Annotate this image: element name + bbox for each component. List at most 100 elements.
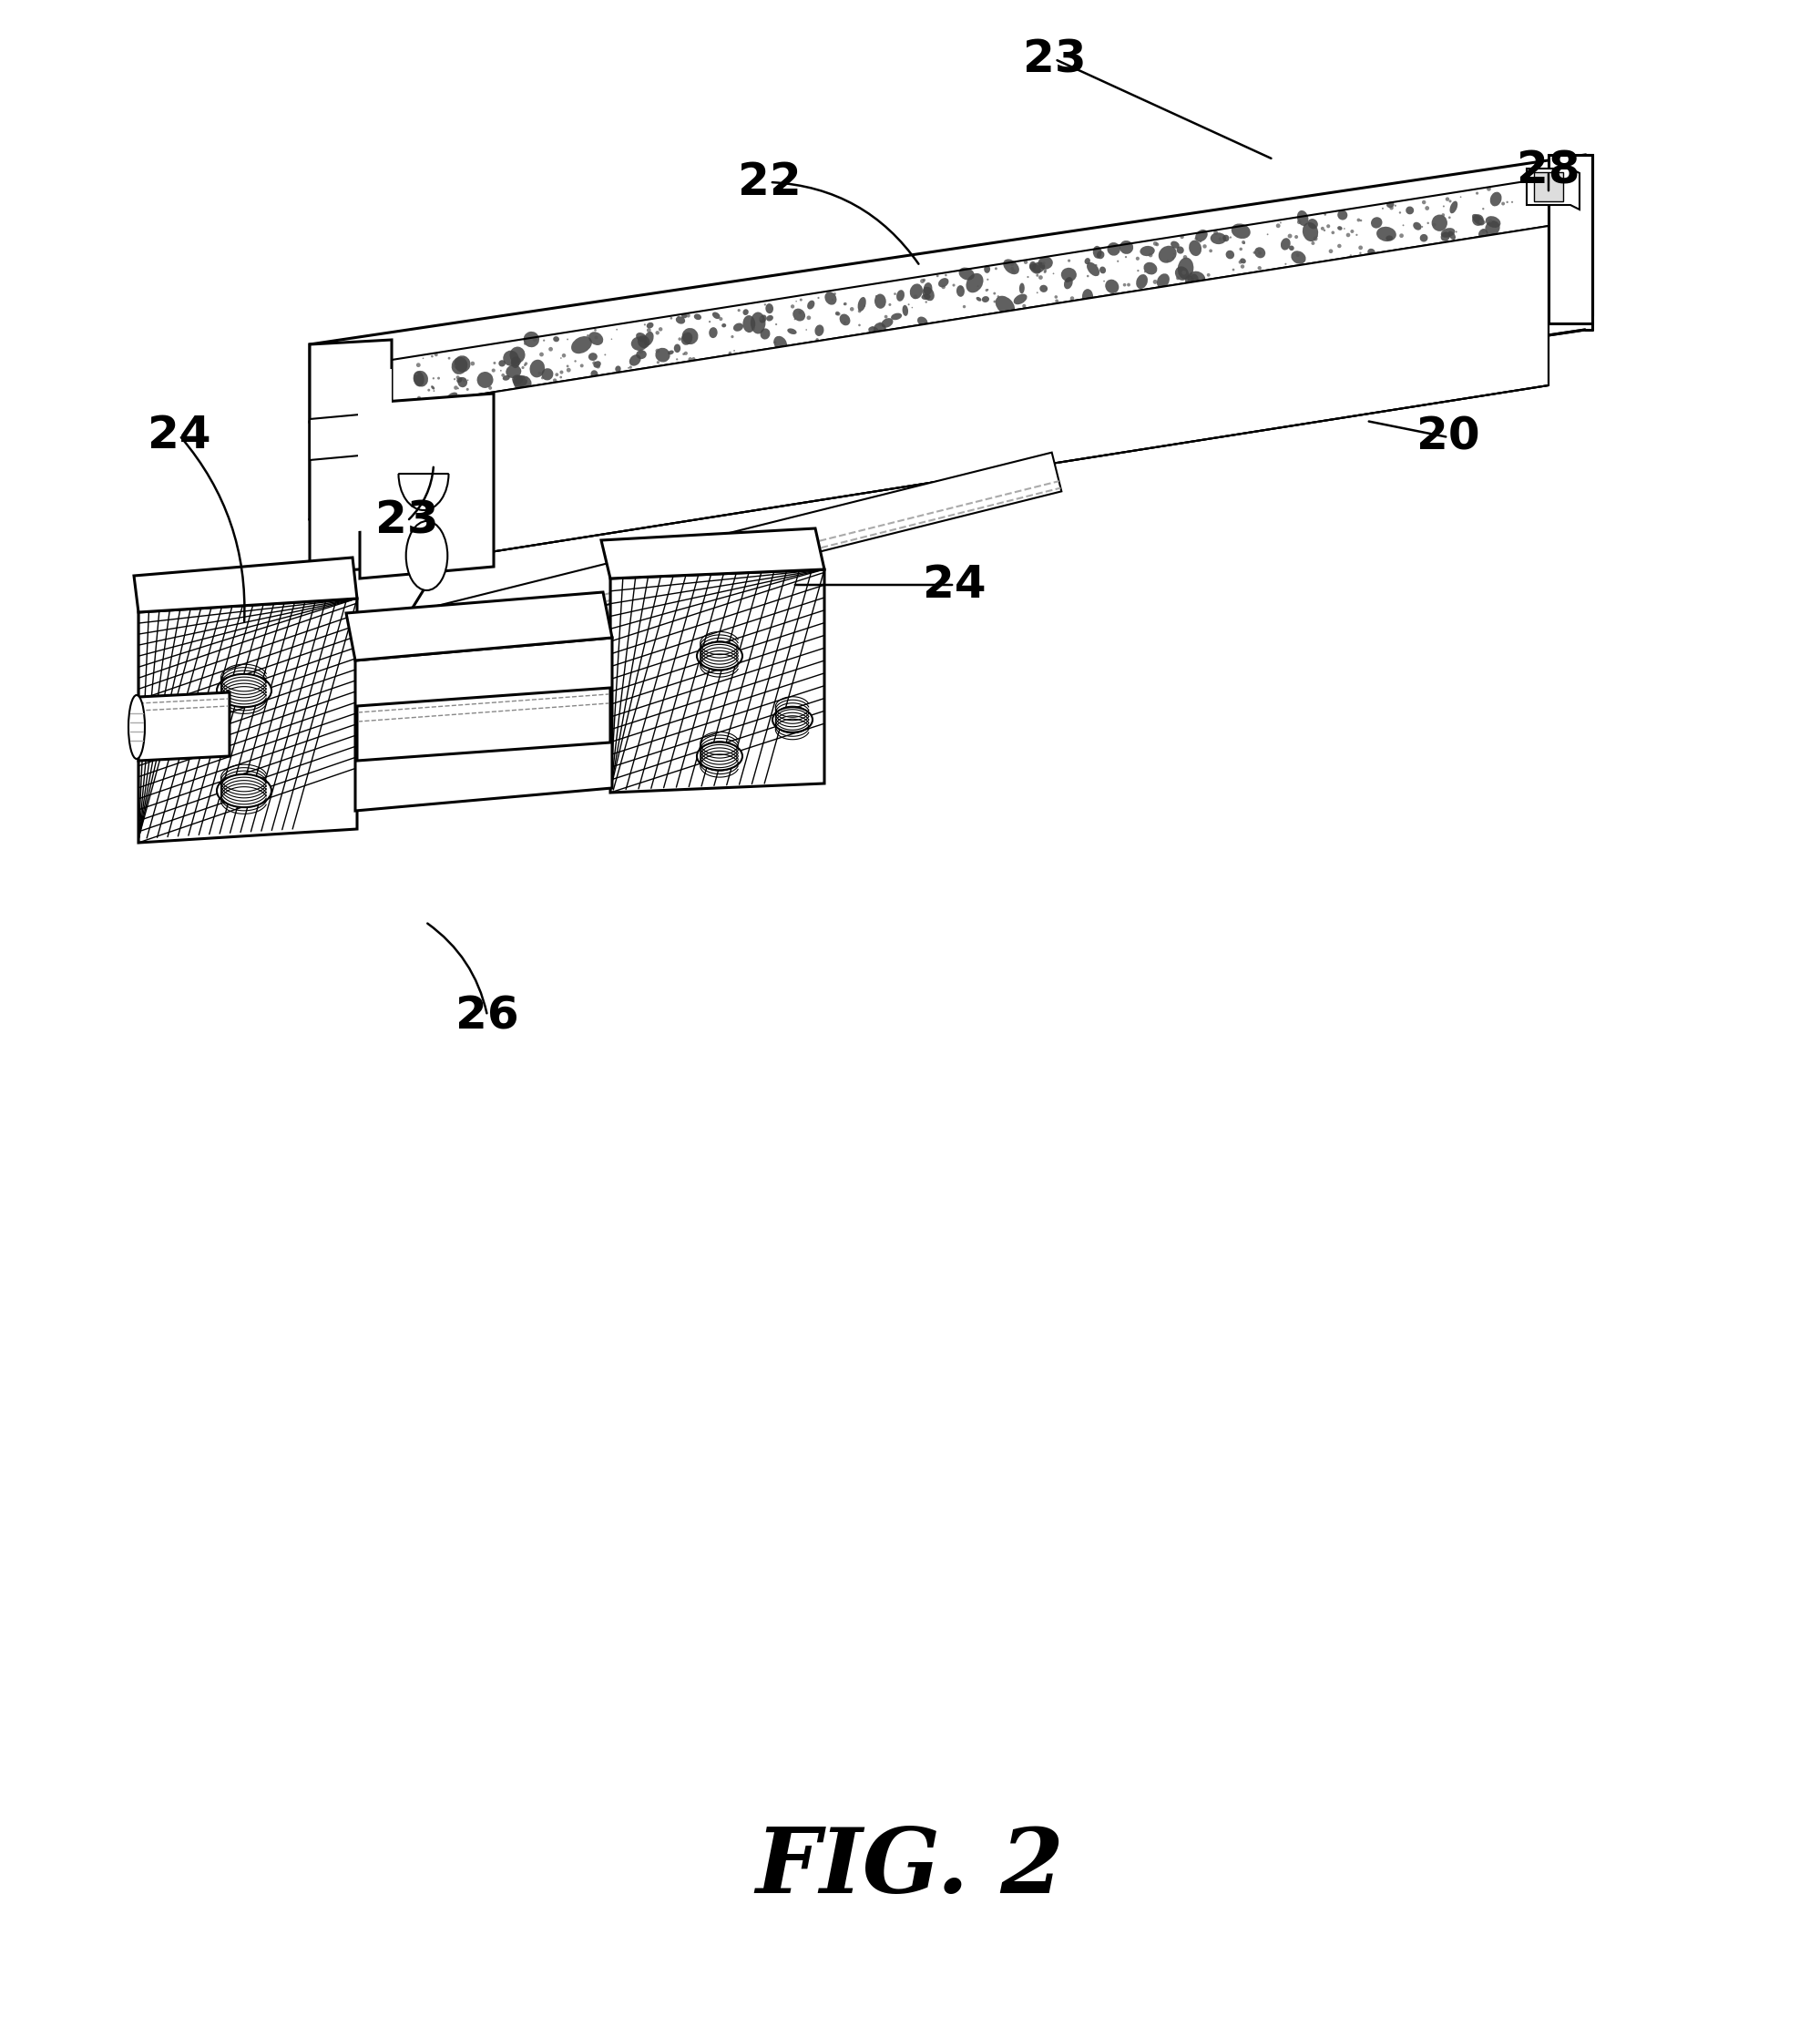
Ellipse shape (1065, 278, 1072, 290)
Ellipse shape (655, 349, 659, 353)
Ellipse shape (1178, 257, 1194, 280)
Ellipse shape (1472, 215, 1483, 225)
Ellipse shape (732, 334, 733, 339)
Ellipse shape (1214, 231, 1218, 235)
Ellipse shape (431, 385, 435, 389)
Ellipse shape (1039, 286, 1048, 292)
Ellipse shape (1159, 245, 1176, 264)
Ellipse shape (453, 379, 455, 381)
Ellipse shape (1480, 219, 1483, 223)
Ellipse shape (502, 351, 519, 367)
Ellipse shape (857, 298, 866, 312)
Ellipse shape (522, 367, 524, 369)
Ellipse shape (766, 314, 774, 320)
Ellipse shape (1400, 211, 1401, 213)
Ellipse shape (1119, 241, 1134, 253)
Ellipse shape (1478, 229, 1489, 239)
Ellipse shape (1054, 296, 1057, 298)
Ellipse shape (491, 369, 495, 373)
Ellipse shape (1310, 241, 1314, 245)
Ellipse shape (593, 328, 597, 330)
Ellipse shape (1003, 259, 1019, 274)
Ellipse shape (1481, 207, 1485, 211)
Ellipse shape (630, 355, 641, 367)
Ellipse shape (925, 300, 926, 304)
Polygon shape (1527, 168, 1580, 209)
Ellipse shape (511, 375, 522, 385)
Ellipse shape (1068, 259, 1070, 261)
Text: FIG. 2: FIG. 2 (755, 1824, 1065, 1911)
Ellipse shape (1432, 223, 1436, 227)
Ellipse shape (843, 302, 846, 306)
Ellipse shape (1476, 193, 1478, 195)
Ellipse shape (506, 365, 521, 379)
Ellipse shape (431, 355, 433, 357)
Ellipse shape (1239, 257, 1247, 264)
Text: 28: 28 (1516, 150, 1580, 193)
Ellipse shape (1367, 249, 1376, 255)
Ellipse shape (894, 292, 895, 296)
Ellipse shape (1036, 274, 1039, 278)
Ellipse shape (1441, 213, 1445, 217)
Ellipse shape (1241, 241, 1245, 243)
Ellipse shape (501, 373, 504, 377)
Ellipse shape (692, 357, 695, 361)
Ellipse shape (1427, 221, 1429, 225)
Ellipse shape (985, 266, 990, 274)
Ellipse shape (1321, 227, 1325, 231)
Ellipse shape (417, 363, 420, 367)
Ellipse shape (910, 284, 923, 300)
Ellipse shape (1421, 201, 1425, 205)
Ellipse shape (1105, 280, 1119, 294)
Ellipse shape (996, 296, 1016, 314)
Polygon shape (346, 592, 612, 661)
Ellipse shape (1170, 241, 1179, 249)
Ellipse shape (1043, 270, 1046, 274)
Ellipse shape (1181, 270, 1187, 276)
Ellipse shape (524, 363, 528, 365)
Ellipse shape (659, 326, 662, 330)
Ellipse shape (1199, 239, 1201, 243)
Ellipse shape (1238, 259, 1243, 264)
Ellipse shape (1152, 280, 1158, 284)
Ellipse shape (406, 521, 448, 590)
Ellipse shape (675, 316, 684, 324)
Ellipse shape (994, 292, 996, 294)
Ellipse shape (881, 318, 894, 328)
Ellipse shape (1123, 284, 1127, 286)
Ellipse shape (1252, 251, 1256, 253)
Ellipse shape (681, 314, 688, 318)
Polygon shape (309, 420, 391, 519)
Ellipse shape (639, 349, 642, 353)
Ellipse shape (1303, 223, 1318, 241)
Ellipse shape (1323, 229, 1325, 231)
Ellipse shape (217, 675, 271, 707)
Ellipse shape (588, 353, 597, 361)
Ellipse shape (1481, 221, 1485, 225)
Ellipse shape (1309, 219, 1318, 229)
Ellipse shape (1330, 231, 1334, 235)
Ellipse shape (510, 347, 526, 363)
Ellipse shape (493, 361, 495, 365)
Ellipse shape (1154, 241, 1158, 245)
Ellipse shape (1491, 193, 1502, 207)
Ellipse shape (874, 294, 886, 308)
Ellipse shape (1338, 243, 1341, 247)
Ellipse shape (941, 286, 945, 290)
Text: 20: 20 (1416, 416, 1480, 460)
Ellipse shape (1298, 219, 1301, 225)
Ellipse shape (1294, 235, 1298, 239)
Ellipse shape (1289, 233, 1292, 239)
Ellipse shape (566, 367, 571, 373)
Ellipse shape (588, 332, 602, 345)
Ellipse shape (511, 357, 519, 369)
Text: 22: 22 (737, 160, 801, 205)
Ellipse shape (772, 707, 812, 732)
Ellipse shape (1012, 270, 1016, 274)
Ellipse shape (524, 363, 526, 367)
Ellipse shape (1445, 197, 1449, 201)
Ellipse shape (1083, 290, 1094, 304)
Ellipse shape (1389, 207, 1394, 211)
Text: 26: 26 (455, 993, 519, 1038)
Ellipse shape (530, 359, 544, 377)
